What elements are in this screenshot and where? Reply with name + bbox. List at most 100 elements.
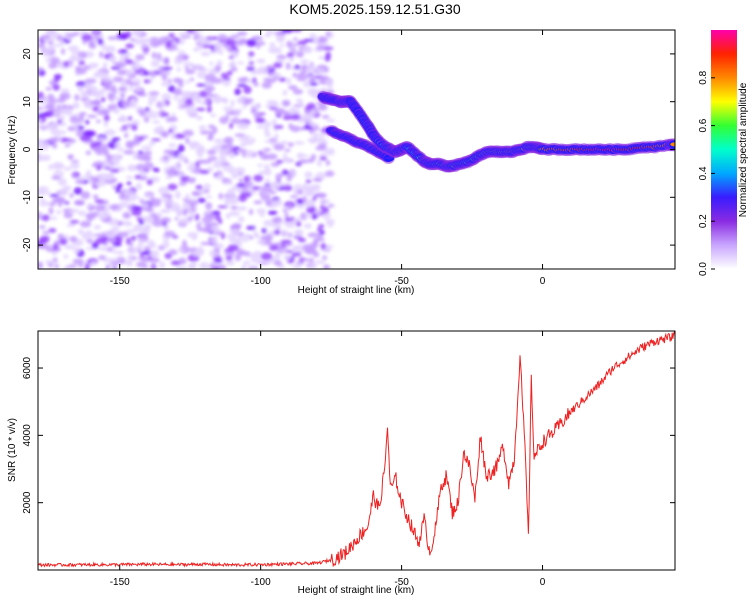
- noise-speckle: [196, 150, 204, 158]
- x-tick-label: 0: [540, 276, 546, 287]
- noise-speckle: [133, 87, 143, 93]
- noise-speckle: [54, 264, 60, 269]
- noise-speckle: [218, 218, 223, 225]
- noise-speckle: [109, 168, 120, 173]
- noise-speckle: [210, 225, 221, 233]
- noise-speckle: [260, 185, 273, 193]
- noise-speckle: [290, 171, 297, 176]
- x-tick-label: -50: [394, 276, 409, 287]
- noise-speckle: [280, 249, 288, 253]
- noise-speckle: [261, 227, 267, 234]
- noise-speckle: [230, 66, 238, 72]
- noise-speckle: [75, 180, 84, 184]
- noise-speckle: [314, 208, 322, 215]
- noise-speckle: [282, 116, 292, 120]
- noise-speckle: [201, 44, 214, 49]
- noise-speckle: [164, 230, 176, 238]
- noise-speckle: [53, 110, 58, 116]
- noise-speckle: [247, 56, 252, 60]
- noise-speckle: [257, 67, 262, 75]
- noise-speckle: [268, 46, 280, 54]
- noise-speckle: [73, 247, 80, 254]
- noise-speckle: [178, 257, 187, 265]
- noise-speckle: [306, 102, 316, 110]
- noise-speckle: [196, 70, 207, 79]
- noise-speckle: [256, 125, 267, 129]
- noise-speckle: [190, 202, 195, 211]
- noise-speckle: [209, 249, 219, 258]
- noise-speckle: [96, 137, 108, 142]
- noise-speckle: [38, 106, 45, 111]
- y-tick-label: 2000: [22, 491, 33, 514]
- noise-speckle: [120, 81, 128, 89]
- noise-speckle: [327, 203, 335, 208]
- noise-speckle: [287, 204, 292, 209]
- noise-speckle: [256, 43, 261, 49]
- noise-speckle: [49, 202, 56, 207]
- noise-speckle: [102, 61, 108, 70]
- noise-speckle: [95, 233, 106, 238]
- noise-speckle: [225, 111, 235, 116]
- noise-speckle: [218, 149, 228, 155]
- noise-speckle: [308, 257, 315, 263]
- noise-speckle: [282, 157, 292, 163]
- noise-speckle: [252, 77, 257, 84]
- noise-speckle: [281, 109, 286, 114]
- noise-speckle: [130, 235, 137, 241]
- noise-speckle: [72, 102, 80, 110]
- noise-speckle: [50, 57, 60, 64]
- noise-speckle: [273, 76, 279, 81]
- noise-speckle: [88, 62, 98, 69]
- noise-speckle: [74, 94, 80, 101]
- noise-speckle: [92, 30, 99, 35]
- noise-speckle: [220, 144, 228, 151]
- noise-speckle: [273, 62, 283, 69]
- noise-speckle: [194, 213, 200, 221]
- noise-speckle: [241, 264, 247, 269]
- noise-speckle: [56, 209, 62, 215]
- noise-speckle: [148, 91, 160, 96]
- noise-speckle: [317, 64, 328, 70]
- noise-speckle: [222, 76, 231, 81]
- noise-speckle: [212, 160, 223, 169]
- noise-speckle: [125, 69, 133, 76]
- noise-speckle: [69, 235, 78, 243]
- noise-speckle: [288, 85, 298, 91]
- noise-speckle: [54, 196, 66, 203]
- noise-speckle: [196, 83, 207, 87]
- noise-speckle: [230, 117, 241, 124]
- noise-speckle: [97, 211, 108, 220]
- noise-speckle: [143, 79, 149, 84]
- noise-speckle: [69, 220, 80, 224]
- spectrogram-x-axis: -150 -100 -50 0: [110, 30, 546, 287]
- noise-speckle: [276, 222, 281, 229]
- noise-speckle: [178, 248, 185, 253]
- noise-speckle: [204, 222, 212, 228]
- noise-speckle: [112, 177, 118, 183]
- noise-speckle: [165, 41, 172, 48]
- noise-speckle: [198, 188, 206, 195]
- spectrogram-ridge: [316, 90, 675, 173]
- noise-speckle: [107, 140, 119, 149]
- noise-speckle: [316, 159, 323, 167]
- noise-speckle: [51, 122, 62, 127]
- noise-speckle: [317, 223, 325, 229]
- noise-speckle: [40, 235, 49, 244]
- noise-speckle: [183, 61, 194, 67]
- colorbar: 0.0 0.2 0.4 0.6 0.8 Normalized spectral ampl…: [698, 30, 749, 276]
- noise-speckle: [150, 60, 160, 68]
- noise-speckle: [148, 141, 156, 146]
- noise-speckle: [68, 154, 73, 161]
- noise-speckle: [291, 252, 302, 257]
- noise-speckle: [145, 107, 150, 112]
- noise-speckle: [135, 182, 142, 191]
- noise-speckle: [237, 31, 248, 36]
- noise-speckle: [98, 143, 109, 152]
- noise-speckle: [205, 202, 213, 210]
- noise-speckle: [83, 83, 91, 89]
- noise-speckle: [163, 149, 175, 154]
- noise-speckle: [326, 147, 335, 156]
- noise-speckle: [108, 55, 117, 63]
- noise-speckle: [71, 159, 80, 163]
